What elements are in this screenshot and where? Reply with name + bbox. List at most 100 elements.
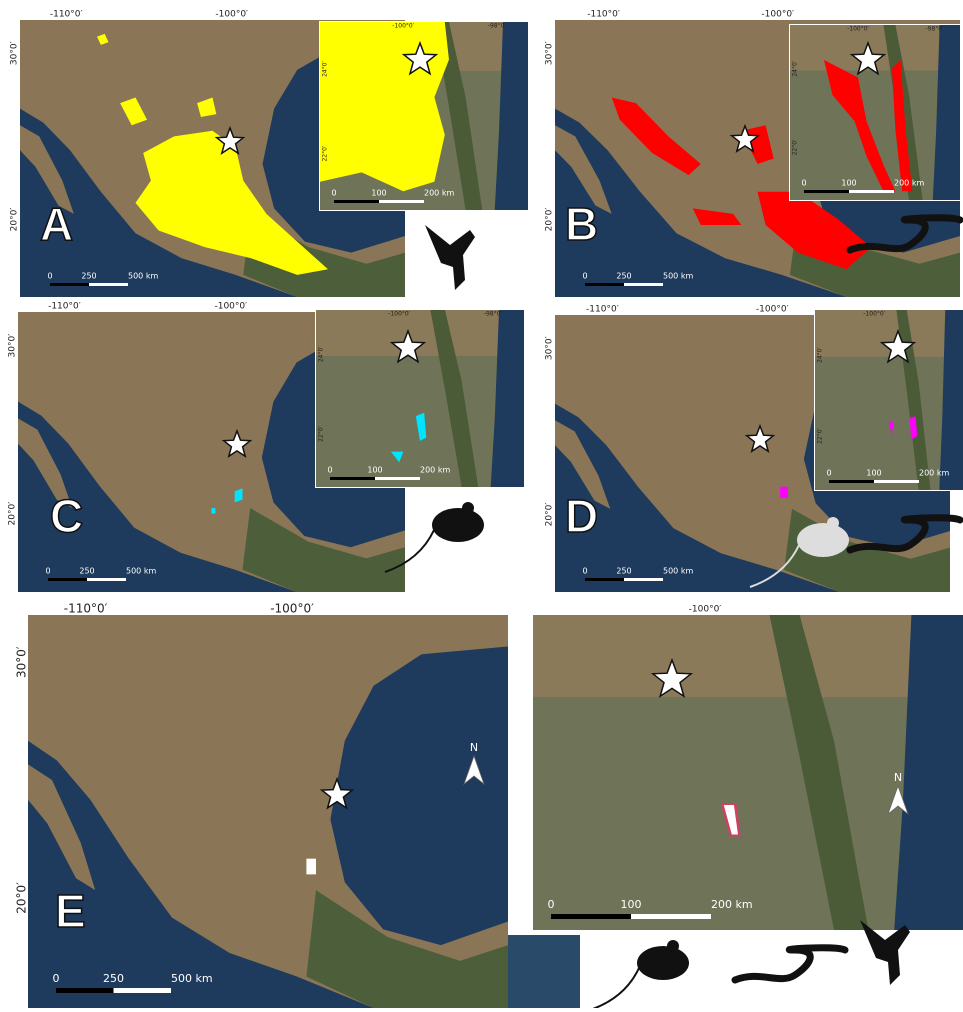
scale-label: 100	[621, 898, 642, 911]
scale-bar-black	[48, 578, 87, 581]
mouse-silhouette	[797, 523, 849, 557]
latitude-label: 30°0′	[8, 334, 18, 358]
latitude-label: 20°0′	[545, 503, 555, 527]
scale-label: 100	[866, 469, 881, 478]
longitude-label: -100°0′	[863, 311, 885, 318]
longitude-label: -98°0′	[484, 311, 503, 318]
scale-label: 0	[47, 272, 52, 281]
mouse-silhouette	[637, 946, 689, 980]
scale-label: 250	[103, 972, 124, 985]
mouse-ear	[667, 940, 679, 952]
bird-silhouette	[425, 225, 475, 290]
inset-map	[790, 25, 960, 200]
longitude-label: -110°0′	[50, 10, 83, 20]
inset-top	[815, 310, 963, 357]
figure: -110°0′ -100°0′ 30°0′ 20°0′ 0 250 500 km -100°0…	[0, 0, 963, 1008]
longitude-label: -110°0′	[587, 10, 620, 20]
latitude-label: 30°0′	[10, 41, 20, 65]
longitude-label: -100°0′	[689, 605, 722, 615]
scale-bar-black	[56, 988, 114, 993]
mouse-tail	[590, 968, 639, 1008]
scale-bar-white	[631, 914, 711, 919]
north-label: N	[894, 771, 902, 784]
latitude-label: 30°0′	[545, 336, 555, 360]
scale-label: 100	[371, 189, 386, 198]
scale-label: 0	[548, 898, 555, 911]
scale-bar-white	[375, 477, 420, 480]
scale-label: 0	[53, 972, 60, 985]
scale-bar-white	[114, 988, 172, 993]
inset-map	[316, 310, 524, 487]
map-extension	[508, 935, 580, 1008]
scale-bar-black	[804, 190, 849, 193]
scale-bar-white	[624, 578, 663, 581]
panel-letter: C	[50, 490, 83, 542]
scale-label: 500 km	[663, 567, 693, 576]
inset-map	[320, 22, 528, 210]
scale-label: 200 km	[420, 466, 450, 475]
latitude-label: 20°0′	[10, 208, 20, 232]
mouse-ear	[462, 502, 474, 514]
scale-bar-black	[585, 578, 624, 581]
scale-bar-black	[334, 200, 379, 203]
scale-label: 500 km	[171, 972, 213, 985]
scale-bar-white	[87, 578, 126, 581]
latitude-label: 24°0′	[322, 60, 329, 76]
scale-label: 200 km	[919, 469, 949, 478]
species-range	[212, 508, 216, 514]
longitude-label: -98°0′	[488, 23, 507, 30]
longitude-label: -100°0′	[761, 10, 794, 20]
longitude-label: -100°0′	[392, 23, 414, 30]
longitude-label: -98°0′	[926, 26, 945, 33]
panel-letter: D	[565, 490, 598, 542]
latitude-label: 20°0′	[8, 502, 18, 526]
latitude-label: 20°0′	[15, 882, 29, 914]
species-range	[780, 487, 788, 498]
longitude-label: -100°0′	[270, 602, 314, 616]
scale-bar-black	[585, 283, 624, 286]
latitude-label: 24°0′	[792, 60, 799, 76]
scale-label: 250	[79, 567, 94, 576]
north-label: N	[470, 741, 478, 754]
scale-bar-white	[624, 283, 663, 286]
latitude-label: 22°0′	[322, 145, 329, 161]
scale-label: 200 km	[424, 189, 454, 198]
snake-silhouette	[735, 948, 845, 980]
scale-label: 0	[826, 469, 831, 478]
main-map	[28, 615, 508, 1008]
mouse-ear	[827, 517, 839, 529]
scale-label: 0	[327, 466, 332, 475]
scale-label: 0	[582, 567, 587, 576]
scale-label: 250	[81, 272, 96, 281]
longitude-label: -100°0′	[214, 302, 247, 312]
latitude-label: 24°0′	[817, 346, 824, 362]
longitude-label: -100°0′	[847, 26, 869, 33]
longitude-label: -100°0′	[756, 305, 789, 315]
panel-letter: A	[40, 198, 73, 250]
scale-label: 500 km	[128, 272, 158, 281]
scale-label: 100	[841, 179, 856, 188]
scale-label: 0	[582, 272, 587, 281]
scale-bar-black	[829, 480, 874, 483]
scale-label: 250	[616, 272, 631, 281]
scale-label: 200 km	[711, 898, 753, 911]
scale-label: 100	[367, 466, 382, 475]
scale-bar-white	[874, 480, 919, 483]
scale-label: 200 km	[894, 179, 924, 188]
species-range	[320, 22, 449, 191]
latitude-label: 22°0′	[817, 427, 824, 443]
scale-label: 500 km	[126, 567, 156, 576]
scale-label: 250	[616, 567, 631, 576]
longitude-label: -100°0′	[215, 10, 248, 20]
scale-bar-black	[330, 477, 375, 480]
longitude-label: -110°0′	[64, 602, 108, 616]
scale-bar-white	[849, 190, 894, 193]
latitude-label: 24°0′	[318, 346, 325, 362]
scale-label: 0	[801, 179, 806, 188]
scale-label: 0	[45, 567, 50, 576]
longitude-label: -110°0′	[586, 305, 619, 315]
longitude-label: -100°0′	[388, 311, 410, 318]
longitude-label: -110°0′	[48, 302, 81, 312]
inset-map	[815, 310, 963, 490]
panel-letter: B	[565, 198, 598, 250]
